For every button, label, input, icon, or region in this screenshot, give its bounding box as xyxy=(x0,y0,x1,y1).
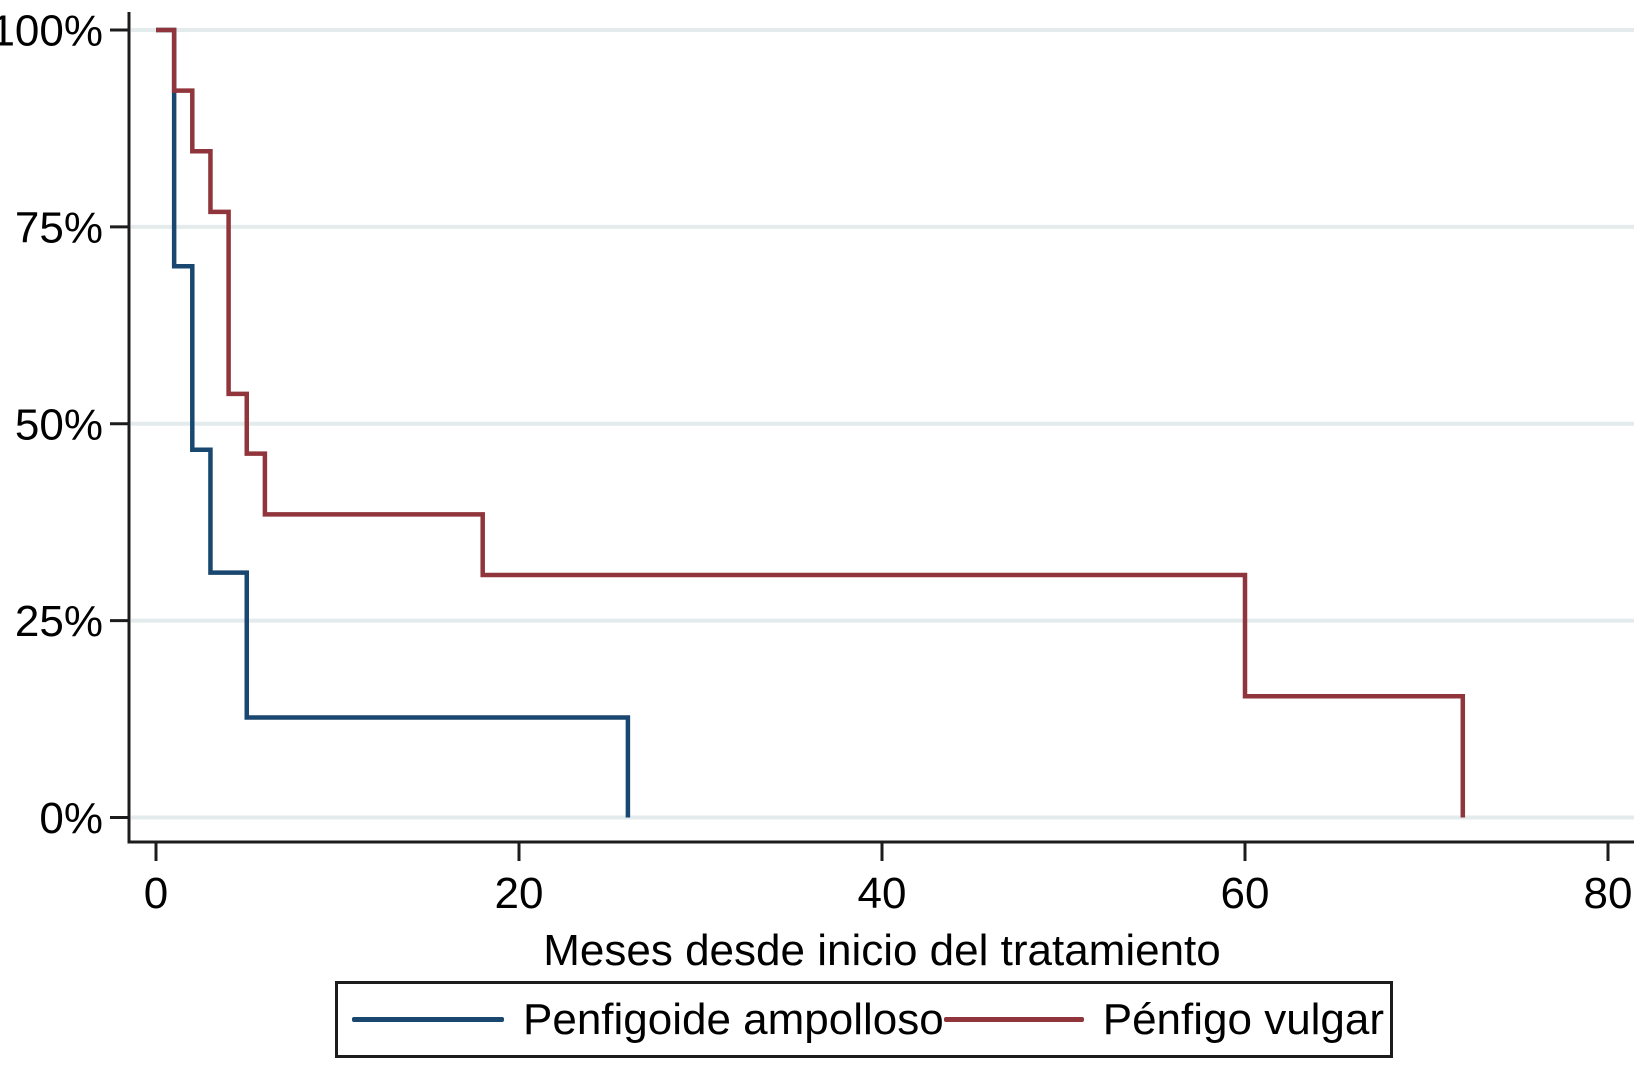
x-tick-label: 0 xyxy=(144,869,168,918)
y-tick-label: 0% xyxy=(39,794,103,843)
x-tick-label: 20 xyxy=(495,869,544,918)
x-tick-label: 40 xyxy=(858,869,907,918)
series-line-1 xyxy=(156,27,1466,818)
x-tick-label: 80 xyxy=(1584,869,1633,918)
y-tick-label: 75% xyxy=(15,203,103,252)
legend: Penfigoide ampolloso Pénfigo vulgar xyxy=(335,981,1393,1058)
y-tick-label: 50% xyxy=(15,400,103,449)
legend-line-swatch-penfigoide xyxy=(352,1017,504,1022)
y-tick-label: 100% xyxy=(0,7,103,56)
legend-label-penfigoide: Penfigoide ampolloso xyxy=(523,994,944,1044)
y-tick-label: 25% xyxy=(15,597,103,646)
x-axis-title: Meses desde inicio del tratamiento xyxy=(543,926,1221,975)
legend-label-penfigo: Pénfigo vulgar xyxy=(1102,994,1385,1044)
legend-line-swatch-penfigo xyxy=(943,1017,1084,1022)
legend-item-penfigoide: Penfigoide ampolloso xyxy=(352,995,944,1045)
series-line-0 xyxy=(156,27,631,818)
x-tick-label: 60 xyxy=(1221,869,1270,918)
legend-item-penfigo: Pénfigo vulgar xyxy=(943,994,1385,1045)
